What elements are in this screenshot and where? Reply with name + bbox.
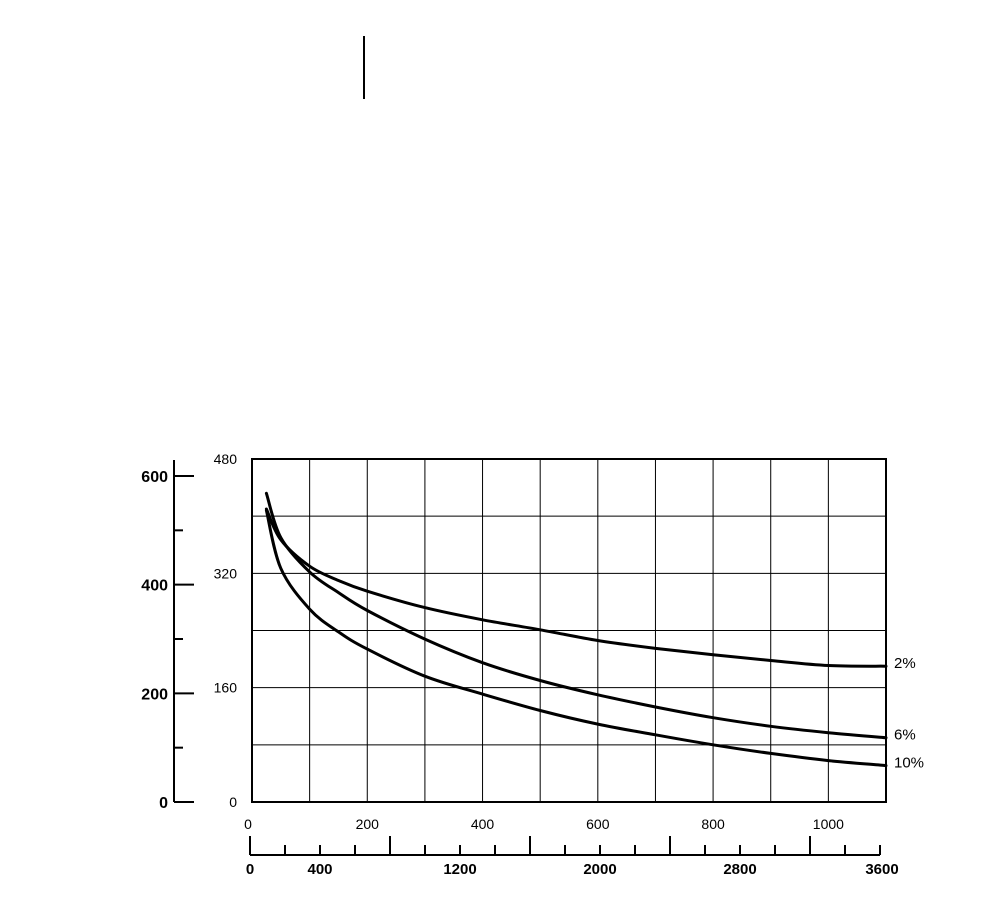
series-line-2pct: [264, 507, 888, 668]
x-tick-label: 600: [586, 816, 610, 832]
x-tick-label: 1000: [813, 816, 844, 832]
labels: 0 160 320 480 0 200 400 600 0 200 400 600 800 1000 0 40…: [141, 451, 924, 878]
x-tick-label: 800: [701, 816, 725, 832]
secondary-x-tick-label: 0: [246, 861, 254, 878]
series-line-10pct: [264, 508, 888, 768]
x-tick-label: 400: [471, 816, 495, 832]
x-tick-label: 200: [356, 816, 380, 832]
secondary-y-tick-label: 600: [141, 469, 168, 486]
series-label-6pct: 6%: [894, 727, 916, 744]
secondary-x-tick-label: 2000: [583, 861, 616, 878]
y-tick-label: 480: [214, 451, 238, 467]
series-label-2pct: 2%: [894, 655, 916, 672]
secondary-y-tick-label: 200: [141, 686, 168, 703]
secondary-y-tick-label: 400: [141, 578, 168, 595]
axes: [173, 460, 881, 856]
secondary-x-tick-label: 3600: [865, 861, 898, 878]
x-tick-label: 0: [244, 816, 252, 832]
secondary-x-tick-label: 2800: [723, 861, 756, 878]
secondary-x-tick-label: 1200: [443, 861, 476, 878]
y-tick-label: 320: [214, 565, 238, 581]
secondary-y-tick-label: 0: [159, 795, 168, 812]
secondary-x-tick-label: 400: [307, 861, 332, 878]
series-line-6pct: [264, 491, 888, 740]
series-label-10pct: 10%: [894, 755, 924, 772]
series-lines: [264, 491, 888, 768]
grid: [251, 458, 887, 803]
y-tick-label: 0: [229, 794, 237, 810]
plot-frame: [251, 458, 887, 803]
y-tick-label: 160: [214, 680, 238, 696]
